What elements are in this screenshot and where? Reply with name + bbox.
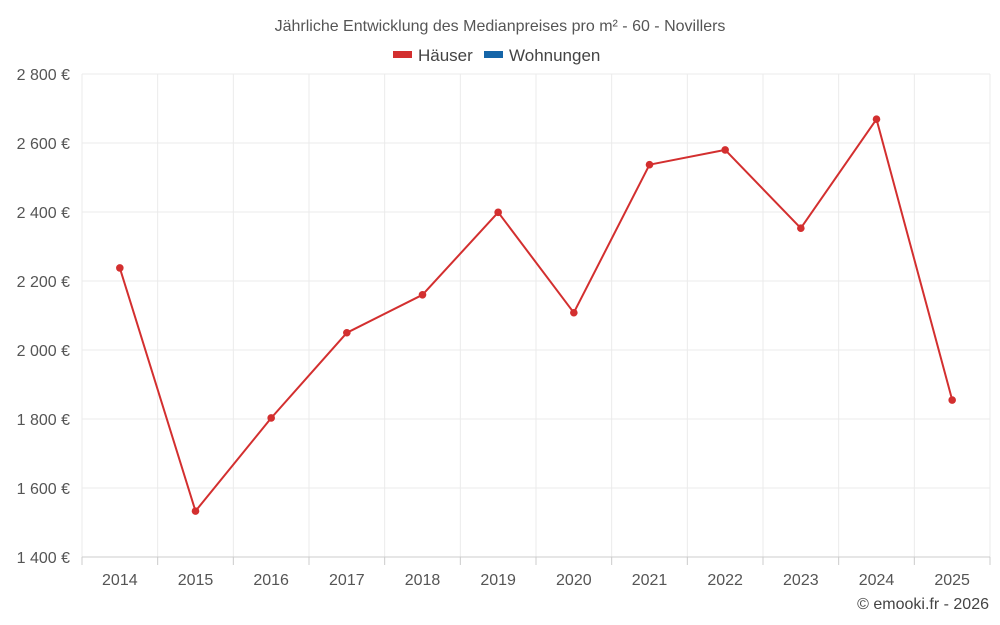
x-gridlines — [81, 74, 991, 557]
data-point[interactable] — [570, 308, 578, 317]
data-point[interactable] — [948, 396, 956, 404]
data-point[interactable] — [721, 146, 729, 154]
legend-swatch-wohnungen — [484, 51, 503, 58]
y-tick-label: 2 400 € — [17, 205, 70, 222]
series-layer — [116, 115, 956, 515]
x-tick-label: 2018 — [405, 572, 441, 589]
y-tick-label: 2 000 € — [17, 343, 70, 360]
x-tick-label: 2025 — [934, 572, 970, 589]
x-tick-label: 2022 — [707, 572, 743, 589]
data-point[interactable] — [267, 414, 275, 422]
data-point[interactable] — [418, 291, 427, 299]
legend-swatch-haeuser — [393, 51, 412, 58]
data-point[interactable] — [872, 115, 881, 123]
series-line-0 — [118, 118, 954, 513]
x-tick-label: 2014 — [102, 572, 138, 589]
x-tick-label: 2015 — [178, 572, 214, 589]
y-tick-label: 1 600 € — [17, 481, 70, 498]
data-point[interactable] — [116, 264, 124, 272]
x-tick-label: 2017 — [329, 572, 365, 589]
legend: Häuser Wohnungen — [393, 46, 600, 65]
y-tick-label: 1 800 € — [17, 412, 70, 429]
x-tick-label: 2019 — [480, 572, 516, 589]
x-tick-label: 2016 — [253, 572, 289, 589]
credit-text: © emooki.fr - 2026 — [857, 596, 989, 613]
x-axis-ticks: 2014 2015 2016 2017 2018 2019 2020 2021 2022 2023… — [81, 557, 991, 589]
y-axis-ticks: 1 400 € 1 600 € 1 800 € 2 000 € 2 200 € 2 400… — [17, 67, 70, 567]
x-tick-label: 2021 — [632, 572, 668, 589]
legend-label-wohnungen[interactable]: Wohnungen — [509, 46, 600, 65]
y-tick-label: 2 200 € — [17, 274, 70, 291]
x-tick-label: 2023 — [783, 572, 819, 589]
y-tick-label: 1 400 € — [17, 550, 70, 567]
chart-title: Jährliche Entwicklung des Medianpreises … — [275, 18, 726, 35]
y-tick-label: 2 800 € — [17, 67, 70, 84]
x-tick-label: 2024 — [859, 572, 895, 589]
legend-label-haeuser[interactable]: Häuser — [418, 46, 473, 65]
data-point[interactable] — [494, 208, 502, 217]
y-tick-label: 2 600 € — [17, 136, 70, 153]
data-point[interactable] — [645, 160, 654, 169]
x-tick-label: 2020 — [556, 572, 592, 589]
data-point[interactable] — [797, 224, 805, 233]
data-point[interactable] — [343, 328, 351, 337]
data-point[interactable] — [191, 507, 200, 515]
